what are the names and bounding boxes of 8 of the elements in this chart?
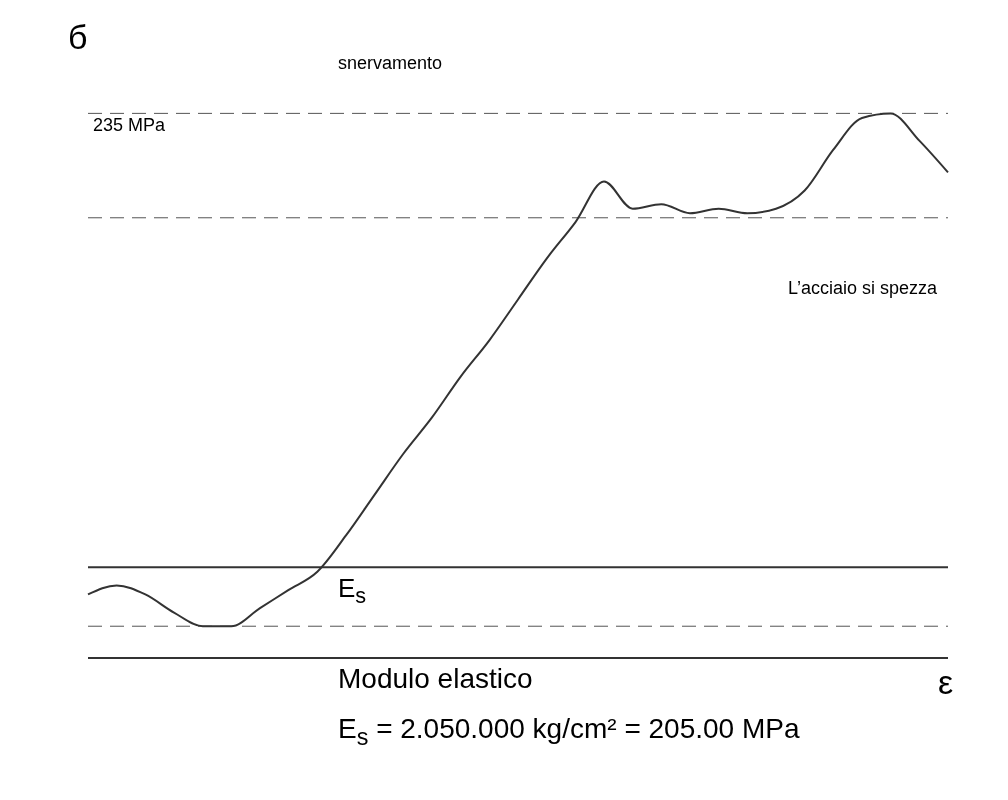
annotation: L’acciaio si spezza — [788, 278, 938, 299]
text: Modulo elastico — [338, 663, 533, 695]
text: snervamento — [338, 53, 443, 74]
ref-line-label: 235 MPa — [93, 115, 167, 136]
annotation: E$_{s}$ — [338, 573, 367, 610]
y-axis-title: б — [68, 18, 88, 57]
text: E$_{s}$ = 2.050.000 kg/cm² = 205.00 MPa — [338, 713, 800, 751]
x-axis-title: ε — [938, 663, 954, 702]
